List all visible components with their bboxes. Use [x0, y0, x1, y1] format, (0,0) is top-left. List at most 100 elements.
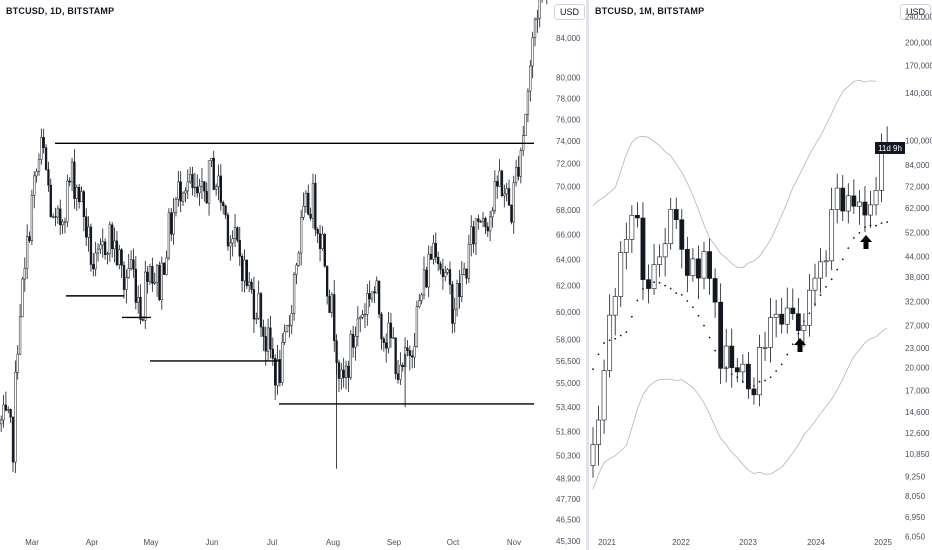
monthly-trend-dot — [686, 300, 689, 302]
daily-candle-body — [4, 404, 8, 411]
daily-candle-body — [238, 240, 241, 257]
daily-candle-body — [491, 210, 494, 218]
daily-candle-body — [231, 238, 234, 244]
monthly-trend-dot — [592, 368, 594, 371]
monthly-candle-body — [845, 195, 851, 212]
right-x-tick: 2023 — [739, 538, 757, 547]
monthly-candle-body — [862, 201, 868, 216]
monthly-candle-body — [784, 307, 790, 325]
monthly-candle-body — [662, 243, 668, 258]
right-y-tick: 240,000 — [905, 13, 932, 22]
monthly-candle-body — [834, 187, 840, 210]
monthly-candle-body — [873, 189, 879, 206]
daily-candle-body — [401, 365, 404, 367]
monthly-candle-body — [640, 217, 646, 280]
monthly-trend-dot — [658, 281, 661, 284]
panel-divider[interactable] — [586, 0, 589, 550]
daily-candle-body — [373, 291, 376, 294]
arrow-up-icon — [860, 235, 872, 249]
monthly-candle-body — [751, 388, 757, 396]
monthly-trend-dot — [630, 315, 633, 318]
monthly-candle-body — [701, 251, 707, 279]
monthly-candle-body — [657, 256, 662, 265]
left-y-tick: 76,000 — [556, 115, 581, 124]
daily-candle-body — [99, 244, 102, 250]
monthly-candle-body — [795, 313, 801, 331]
monthly-candle-body — [618, 252, 624, 297]
daily-candle-body — [240, 256, 244, 282]
daily-candle-body — [389, 322, 393, 339]
monthly-trend-dot — [636, 299, 639, 302]
monthly-candle-body — [762, 346, 768, 349]
monthly-trend-dot — [614, 337, 617, 340]
daily-candle-body — [125, 277, 128, 290]
monthly-trend-dot — [830, 278, 833, 281]
daily-candle-body — [66, 180, 69, 223]
right-y-tick: 6,050 — [905, 533, 926, 542]
daily-candle-body — [35, 171, 38, 177]
daily-candle-body — [290, 313, 293, 326]
left-y-tick: 45,300 — [556, 537, 581, 546]
daily-candle-body — [153, 281, 156, 284]
monthly-trend-dot — [603, 342, 605, 344]
daily-candle-body — [248, 281, 251, 286]
daily-candle-body — [148, 266, 152, 282]
monthly-candle-body — [712, 278, 718, 303]
daily-candle-body — [330, 294, 334, 313]
daily-candle-body — [167, 212, 171, 259]
daily-candle-body — [361, 314, 364, 318]
left-y-tick: 48,900 — [556, 475, 581, 484]
daily-candle-body — [205, 190, 208, 204]
monthly-lower-band — [592, 327, 888, 490]
right-currency-button[interactable]: USD — [900, 4, 932, 20]
daily-candle-body — [174, 198, 178, 213]
right-y-tick: 6,950 — [905, 513, 926, 522]
monthly-trend-dot — [747, 384, 750, 387]
daily-candle-body — [54, 216, 57, 218]
daily-candle-body — [325, 265, 329, 297]
daily-candle-body — [61, 221, 64, 226]
daily-candle-body — [245, 259, 248, 286]
daily-candle-body — [63, 221, 67, 223]
daily-candle-body — [200, 181, 204, 187]
monthly-chart-panel[interactable]: BTCUSD, 1M, BITSTAMP USD 240,000 200,000 1… — [589, 0, 932, 550]
daily-candle-body — [243, 259, 246, 282]
daily-candle-body — [219, 175, 223, 203]
left-y-tick: 60,000 — [556, 308, 581, 317]
daily-candle-body — [134, 268, 137, 303]
daily-candle-body — [500, 170, 504, 197]
daily-candle-body — [278, 359, 282, 383]
daily-candle-body — [477, 218, 480, 222]
monthly-trend-dot — [697, 314, 700, 317]
daily-candle-body — [470, 226, 473, 245]
daily-candle-body — [512, 182, 515, 223]
daily-candle-body — [132, 259, 135, 270]
monthly-trend-dot — [886, 221, 889, 223]
daily-candle-body — [321, 234, 324, 249]
daily-candle-body — [59, 208, 62, 226]
daily-candle-body — [529, 65, 532, 92]
daily-candle-body — [429, 253, 433, 260]
daily-candle-body — [28, 236, 31, 242]
daily-candle-body — [375, 280, 378, 294]
left-x-tick: May — [143, 538, 158, 547]
monthly-candle-body — [629, 215, 635, 240]
daily-candle-body — [158, 265, 161, 301]
right-y-tick: 17,000 — [905, 387, 930, 396]
daily-candle-body — [385, 342, 388, 349]
left-currency-button[interactable]: USD — [554, 4, 586, 20]
daily-candle-body — [283, 331, 286, 343]
daily-candle-body — [14, 372, 17, 463]
daily-candle-body — [47, 169, 50, 186]
monthly-trend-dot — [775, 370, 778, 372]
daily-candle-body — [328, 295, 331, 313]
monthly-candle-body — [773, 313, 779, 318]
daily-candle-body — [85, 216, 88, 238]
daily-chart-panel[interactable]: BTCUSD, 1D, BITSTAMP USD 84,000 80,000 78,… — [0, 0, 586, 550]
daily-candle-body — [292, 274, 296, 314]
daily-candle-body — [172, 211, 175, 235]
daily-candle-body — [427, 253, 430, 288]
monthly-chart-svg: 240,000 200,000 170,000 140,000 100,000 84,00… — [590, 13, 932, 547]
daily-candle-body — [120, 249, 123, 266]
monthly-candle-body — [590, 444, 596, 466]
